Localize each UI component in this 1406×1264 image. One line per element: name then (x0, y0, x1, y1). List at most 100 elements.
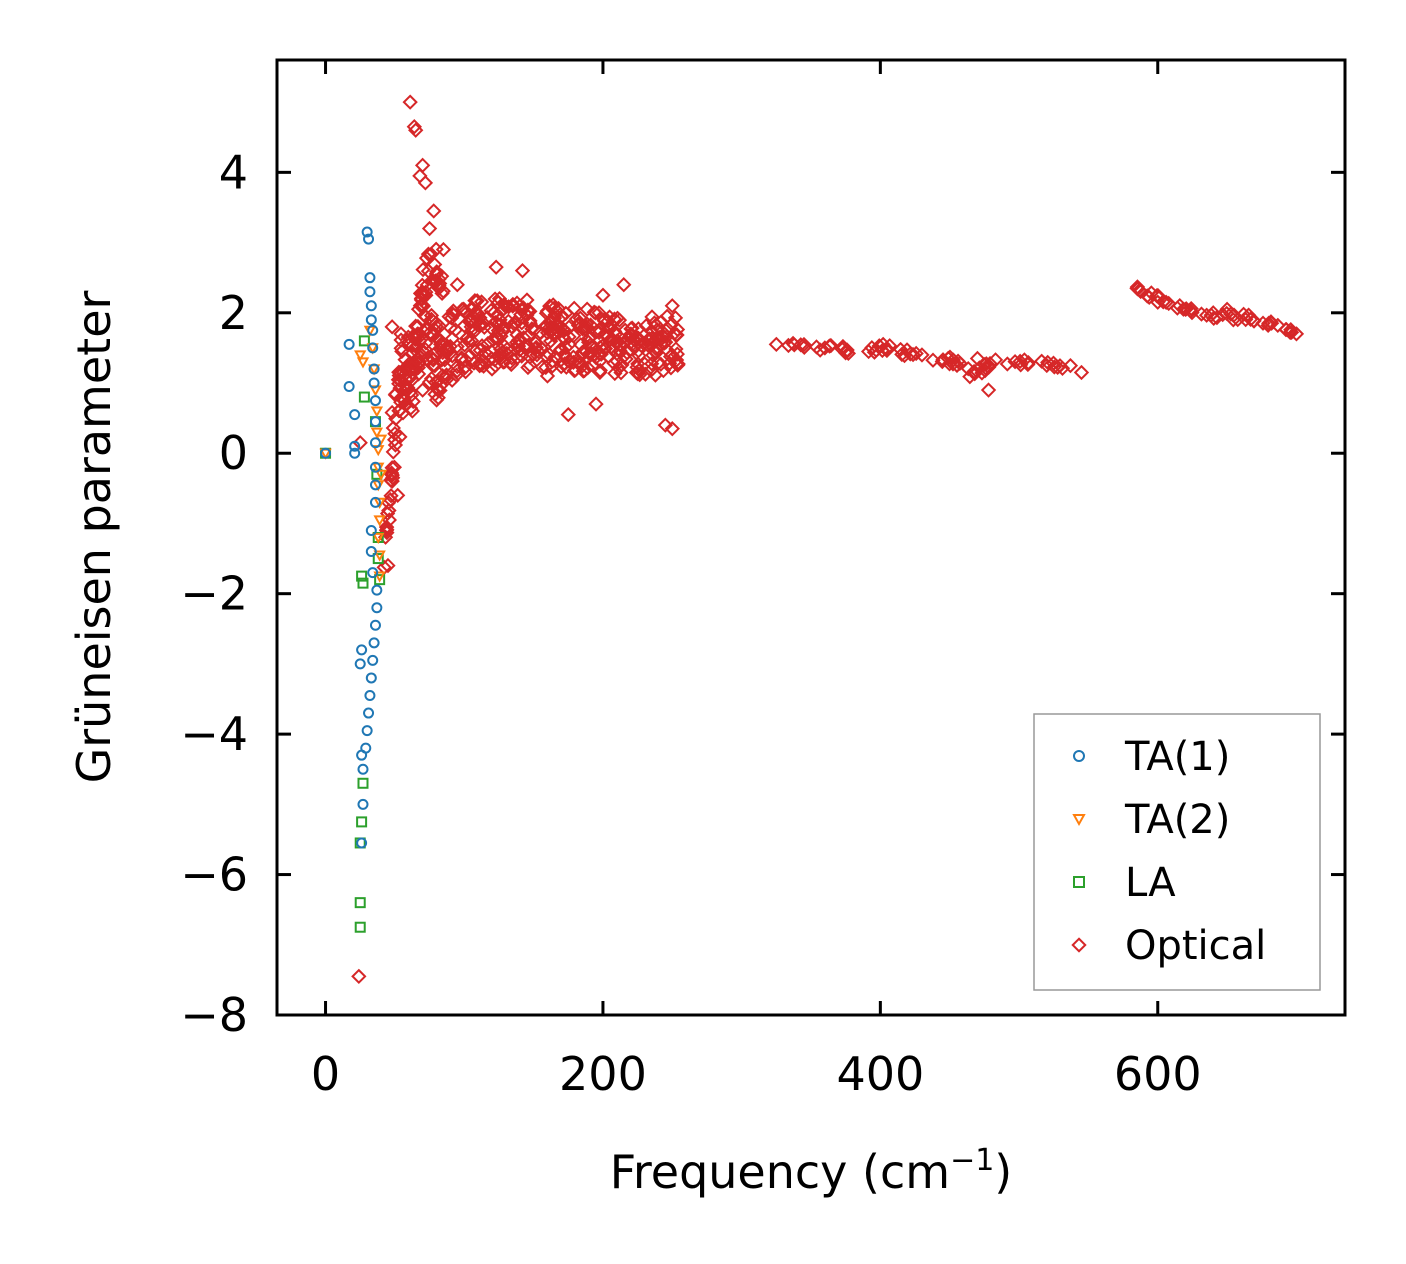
optical-band-marker (1062, 357, 1079, 374)
legend-label: LA (1125, 860, 1176, 906)
optical-band-marker (612, 337, 628, 353)
optical-band-marker (404, 360, 420, 376)
optical-band-marker (415, 261, 431, 278)
optical-band-marker (871, 338, 887, 354)
optical-band-marker (1151, 289, 1167, 306)
optical-band-marker (502, 354, 518, 370)
optical-band-marker (500, 313, 517, 329)
legend: TA(1) TA(2) LA Optical (1033, 713, 1321, 991)
optical-band-marker (1046, 359, 1062, 375)
optical-band-marker (987, 352, 1004, 368)
marker-ta1 (371, 602, 383, 614)
x-axis-label: Frequency (cm−1) (610, 1143, 1013, 1199)
marker-ta1 (349, 409, 361, 421)
optical-band-marker (498, 299, 514, 315)
y-tick-label: −4 (180, 707, 248, 761)
marker-ta2 (373, 571, 386, 583)
optical-band-marker (652, 329, 668, 345)
optical-band-marker (439, 371, 455, 387)
marker-optical (657, 417, 674, 433)
legend-label: Optical (1125, 923, 1266, 969)
optical-band-marker (468, 304, 484, 320)
optical-band-marker (638, 318, 654, 334)
marker-ta2 (373, 515, 386, 527)
marker-ta1 (356, 644, 368, 656)
optical-band-marker (418, 250, 435, 266)
optical-band-marker (566, 362, 582, 379)
optical-band-marker (971, 360, 988, 376)
marker-ta1 (320, 447, 332, 459)
optical-band-marker (538, 359, 554, 376)
marker-la (372, 553, 384, 565)
marker-optical (402, 94, 418, 110)
optical-band-marker (589, 323, 605, 340)
optical-band-marker (780, 337, 797, 354)
optical-band-marker (617, 322, 633, 338)
optical-band-marker (1240, 307, 1257, 323)
marker-ta1 (365, 314, 377, 326)
optical-band-marker (418, 335, 434, 351)
optical-band-marker (391, 402, 408, 419)
optical-band-marker (572, 310, 588, 326)
optical-band-marker (531, 344, 547, 360)
marker-ta1 (361, 725, 373, 737)
marker-la (358, 335, 370, 347)
x-tick-label: 0 (311, 1047, 340, 1101)
optical-band-marker (630, 343, 647, 359)
optical-band-marker (668, 327, 684, 343)
marker-ta1 (354, 658, 366, 670)
marker-ta1 (368, 363, 380, 375)
optical-band-marker (568, 311, 585, 327)
optical-band-marker (881, 338, 898, 354)
optical-band-marker (1198, 307, 1215, 323)
optical-band-marker (415, 286, 431, 303)
y-axis-label: Grüneisen parameter (67, 290, 121, 783)
marker-ta1 (343, 338, 355, 350)
axis-ticks: 0 200 400 600 4 2 0 −2 −4 −6 −8 (180, 60, 1345, 1101)
marker-ta1 (369, 437, 381, 449)
marker-la (358, 391, 370, 403)
marker-optical (435, 241, 452, 258)
marker-ta2 (373, 497, 386, 509)
optical-band-marker (630, 321, 647, 337)
marker-optical (1261, 315, 1277, 331)
optical-band-marker (491, 291, 508, 307)
optical-band-marker (1283, 322, 1299, 338)
optical-band-marker (557, 356, 573, 372)
marker-ta1 (368, 637, 380, 649)
optical-band-marker (385, 470, 401, 486)
x-tick-label: 600 (1114, 1047, 1202, 1101)
optical-band-marker (592, 364, 608, 381)
optical-band-marker (476, 315, 492, 331)
marker-ta1 (365, 524, 377, 536)
optical-band-marker (431, 277, 447, 294)
optical-band-marker (423, 311, 440, 327)
optical-band-marker (383, 488, 399, 504)
optical-band-marker (509, 327, 525, 343)
optical-band-marker (1012, 353, 1028, 370)
data-markers (319, 94, 1305, 985)
optical-band-marker (453, 352, 469, 368)
marker-optical (664, 298, 680, 314)
optical-band-marker (643, 362, 659, 379)
optical-band-marker (473, 294, 490, 310)
optical-band-marker (940, 350, 956, 367)
optical-band-marker (425, 358, 441, 374)
marker-optical (384, 319, 400, 335)
optical-band-marker (586, 304, 602, 320)
marker-optical (408, 122, 424, 138)
marker-optical (595, 287, 611, 303)
optical-band-marker (473, 316, 489, 333)
marker-optical (352, 435, 368, 451)
marker-la (357, 777, 369, 789)
optical-band-marker (484, 351, 500, 367)
marker-optical (514, 262, 531, 279)
marker-ta1 (367, 567, 379, 579)
optical-band-marker (456, 318, 473, 334)
marker-ta1 (364, 689, 376, 701)
optical-band-marker (1183, 300, 1199, 317)
optical-band-marker (1283, 324, 1300, 340)
plot-frame (275, 58, 1347, 1017)
